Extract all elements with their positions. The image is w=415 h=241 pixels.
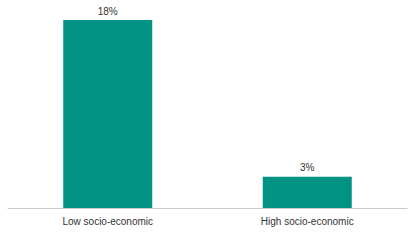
svg-text:3%: 3% (300, 162, 315, 173)
svg-text:18%: 18% (98, 6, 118, 17)
svg-text:High socio-economic: High socio-economic (261, 216, 354, 227)
svg-text:Low socio-economic: Low socio-economic (62, 216, 153, 227)
